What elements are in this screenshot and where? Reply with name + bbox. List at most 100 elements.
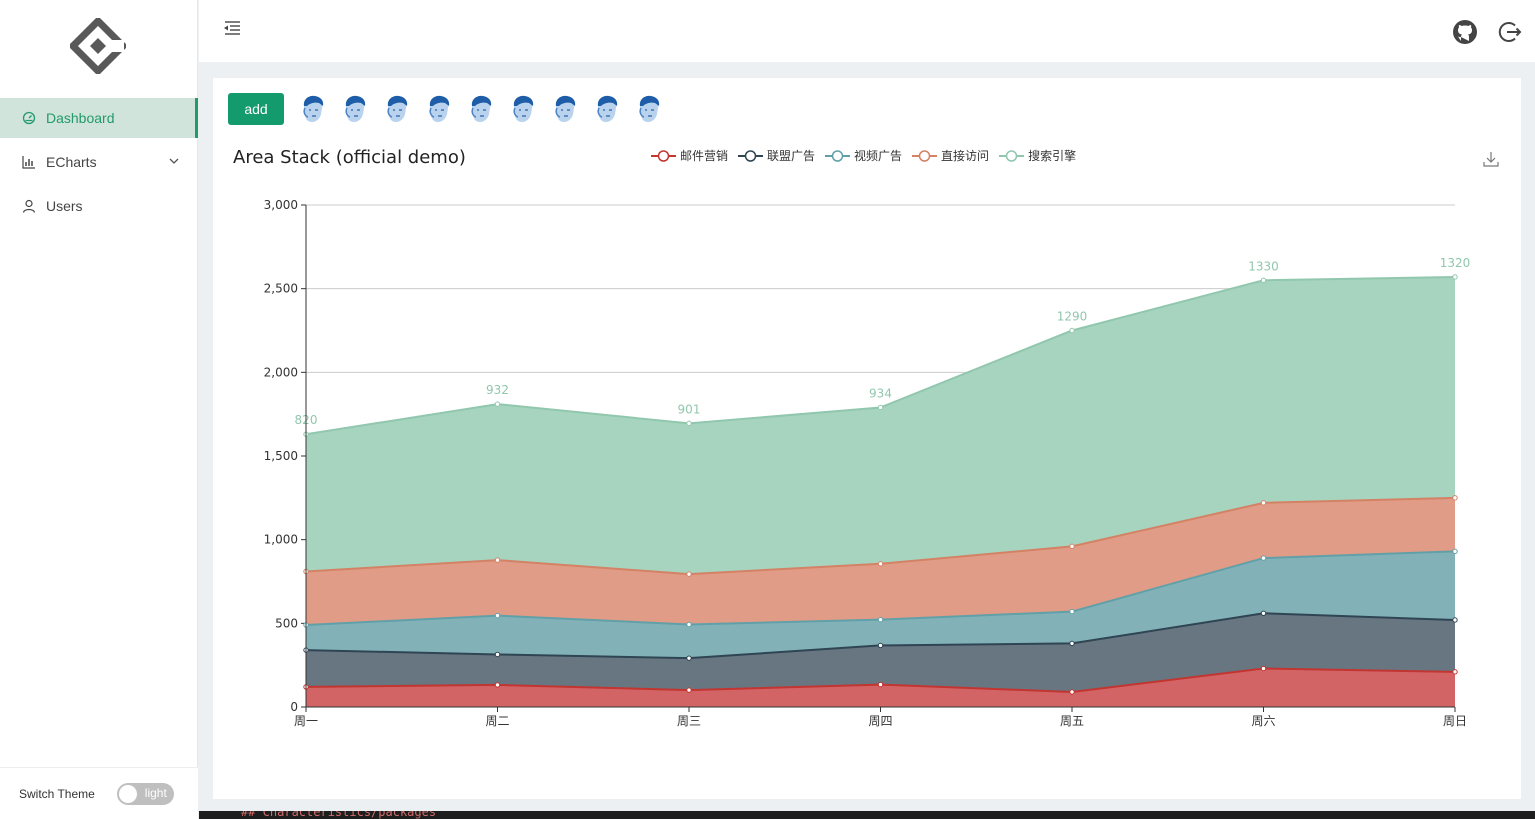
- data-point[interactable]: [494, 557, 501, 563]
- data-point[interactable]: [1260, 665, 1267, 672]
- data-label: 934: [869, 386, 892, 400]
- avatar[interactable]: [381, 94, 411, 124]
- sidebar-item-label: Dashboard: [46, 110, 115, 126]
- legend-marker-icon: [999, 149, 1025, 162]
- y-tick-label: 3,000: [264, 198, 298, 212]
- data-point[interactable]: [1069, 640, 1075, 647]
- area-series[interactable]: [306, 276, 1455, 575]
- area-series[interactable]: [306, 551, 1455, 659]
- y-tick-label: 2,500: [264, 282, 298, 296]
- data-point[interactable]: [494, 651, 501, 658]
- y-tick-label: 1,000: [264, 533, 298, 547]
- data-point[interactable]: [1069, 608, 1075, 615]
- data-point[interactable]: [877, 404, 884, 411]
- data-point[interactable]: [1069, 327, 1075, 334]
- x-tick-label: 周五: [1060, 714, 1084, 728]
- data-point[interactable]: [1452, 617, 1458, 623]
- data-point[interactable]: [686, 621, 692, 628]
- y-tick-label: 1,500: [264, 449, 298, 463]
- data-label: 1330: [1248, 259, 1279, 273]
- bar-chart-icon: [22, 155, 36, 169]
- data-point[interactable]: [1452, 669, 1458, 675]
- data-point[interactable]: [494, 682, 501, 688]
- legend-marker-icon: [651, 149, 676, 162]
- data-label: 932: [486, 383, 509, 397]
- data-point[interactable]: [1452, 495, 1458, 501]
- sidebar: Dashboard ECharts Users Switch Theme lig…: [0, 0, 198, 819]
- sidebar-item-label: ECharts: [46, 154, 97, 170]
- github-icon[interactable]: [1452, 19, 1478, 45]
- avatar[interactable]: [591, 94, 621, 124]
- legend-marker-icon: [825, 149, 851, 162]
- data-point[interactable]: [877, 681, 884, 688]
- data-point[interactable]: [686, 420, 692, 427]
- add-button[interactable]: add: [228, 93, 284, 125]
- app-logo[interactable]: [70, 18, 126, 74]
- data-point[interactable]: [1452, 274, 1458, 280]
- switch-theme-label: Switch Theme: [19, 786, 95, 801]
- legend-marker-icon: [738, 149, 764, 162]
- bottom-code-text: ## Characteristics/packages: [241, 811, 437, 819]
- data-point[interactable]: [494, 401, 501, 407]
- avatar[interactable]: [465, 94, 495, 124]
- x-tick-label: 周二: [485, 714, 509, 728]
- legend-item[interactable]: 搜索引擎: [999, 147, 1076, 164]
- data-point[interactable]: [686, 687, 692, 693]
- legend-item[interactable]: 视频广告: [825, 147, 902, 164]
- data-point[interactable]: [1260, 277, 1267, 284]
- avatar[interactable]: [297, 94, 327, 124]
- data-point[interactable]: [1069, 543, 1075, 550]
- y-tick-label: 500: [275, 616, 298, 630]
- avatar[interactable]: [423, 94, 453, 124]
- toggle-knob: [118, 784, 137, 803]
- chart-title: Area Stack (official demo): [233, 147, 466, 168]
- theme-switch-row: Switch Theme light: [0, 767, 198, 819]
- data-label: 901: [678, 402, 701, 416]
- avatar[interactable]: [507, 94, 537, 124]
- area-series[interactable]: [306, 497, 1455, 626]
- data-point[interactable]: [1260, 555, 1267, 561]
- toggle-label: light: [144, 785, 167, 800]
- x-tick-label: 周六: [1251, 714, 1275, 728]
- data-point[interactable]: [1260, 610, 1267, 616]
- download-icon[interactable]: [1483, 151, 1499, 167]
- data-point[interactable]: [877, 642, 884, 649]
- data-point[interactable]: [686, 571, 692, 577]
- bottom-code-strip: ## Characteristics/packages: [199, 811, 1535, 819]
- legend-item[interactable]: 直接访问: [912, 147, 989, 164]
- data-point[interactable]: [686, 655, 692, 661]
- x-tick-label: 周日: [1443, 714, 1467, 728]
- area-series[interactable]: [306, 613, 1455, 692]
- legend-label: 搜索引擎: [1028, 149, 1077, 163]
- legend-label: 视频广告: [854, 149, 903, 163]
- logout-icon[interactable]: [1496, 19, 1522, 45]
- sidebar-item-users[interactable]: Users: [0, 186, 198, 226]
- sidebar-item-dashboard[interactable]: Dashboard: [0, 98, 198, 138]
- data-point[interactable]: [877, 616, 884, 623]
- sidebar-item-label: Users: [46, 198, 83, 214]
- area-series[interactable]: [306, 668, 1455, 707]
- avatar[interactable]: [549, 94, 579, 124]
- legend-item[interactable]: 联盟广告: [738, 147, 815, 164]
- y-tick-label: 0: [290, 700, 298, 714]
- data-point[interactable]: [1260, 500, 1267, 506]
- theme-toggle[interactable]: light: [116, 782, 174, 805]
- chart-legend: 邮件营销 联盟广告 视频广告 直接访问 搜索引擎: [651, 147, 1086, 164]
- dashboard-icon: [22, 111, 36, 125]
- data-point[interactable]: [1452, 548, 1458, 555]
- data-point[interactable]: [1069, 689, 1075, 695]
- x-tick-label: 周四: [868, 714, 892, 728]
- y-tick-label: 2,000: [264, 365, 298, 379]
- data-point[interactable]: [494, 612, 501, 619]
- avatar[interactable]: [339, 94, 369, 124]
- legend-item[interactable]: 邮件营销: [651, 147, 728, 164]
- chevron-down-icon: [169, 158, 179, 164]
- area-stack-chart: 05001,0001,5002,0002,5003,00082093290193…: [264, 198, 1471, 728]
- menu-fold-icon[interactable]: [222, 20, 242, 36]
- data-point[interactable]: [877, 561, 884, 567]
- legend-label: 联盟广告: [767, 149, 816, 163]
- x-tick-label: 周三: [677, 714, 701, 728]
- user-icon: [22, 199, 36, 213]
- avatar[interactable]: [633, 94, 663, 124]
- sidebar-item-echarts[interactable]: ECharts: [0, 142, 198, 182]
